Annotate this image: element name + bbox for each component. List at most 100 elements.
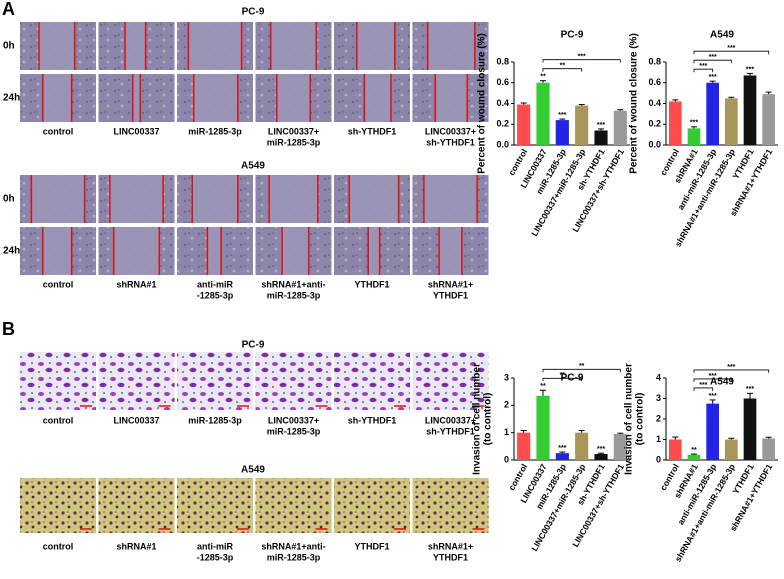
y-tick-label: 0.6 (648, 77, 661, 87)
significance: *** (597, 122, 605, 129)
bar (613, 110, 627, 145)
bar (762, 438, 776, 460)
wound-gap (109, 175, 164, 223)
y-tick-label: 1 (504, 427, 509, 437)
bracket-label: ** (560, 63, 566, 70)
bar (668, 101, 682, 145)
significance: ** (691, 447, 697, 454)
image-caption: LINC00337+ (268, 126, 319, 136)
image-caption: sh-YTHDF1 (348, 415, 397, 425)
y-axis-label: Percent of wound closure (%) (477, 33, 488, 174)
image-caption: miR-1285-3p (267, 137, 321, 147)
image-caption: miR-1285-3p (188, 126, 242, 136)
bracket (542, 59, 621, 63)
bracket (542, 68, 583, 72)
bar (706, 82, 720, 145)
panel-label: B (2, 319, 15, 339)
wound-gap (368, 227, 380, 275)
micrograph (412, 478, 489, 533)
image-group-title: A549 (241, 465, 265, 476)
image-group-title: PC-9 (242, 7, 265, 18)
significance: *** (746, 66, 754, 73)
wound-gap (42, 74, 72, 122)
y-tick-label: 3 (656, 393, 661, 403)
significance: ** (540, 383, 546, 390)
micrograph (177, 352, 253, 410)
chart-title: A549 (710, 377, 734, 388)
wound-gap (188, 22, 242, 70)
image-caption: -1285-3p (197, 552, 234, 562)
image-caption: shRNA#1+ (428, 279, 473, 289)
row-label: 24h (3, 246, 20, 257)
y-tick-label: 0.0 (496, 139, 509, 149)
wound-gap (270, 22, 317, 70)
bar (668, 439, 682, 460)
row-label: 24h (3, 93, 20, 104)
micrograph (98, 478, 175, 533)
image-caption: anti-miR (197, 279, 234, 289)
bar (555, 120, 569, 145)
bar (594, 453, 608, 460)
significance: *** (709, 393, 717, 400)
bar (687, 128, 701, 145)
bracket-label: *** (727, 364, 735, 371)
y-tick-label: 3 (504, 372, 509, 382)
bracket (542, 368, 621, 373)
image-caption: shRNA#1 (116, 541, 156, 551)
y-axis-label: Percent of wound closure (%) (629, 33, 640, 174)
bar (517, 104, 531, 145)
image-caption: miR-1285-3p (267, 426, 321, 436)
image-caption: shRNA#1 (116, 279, 156, 289)
wound-gap (125, 22, 146, 70)
significance: *** (597, 446, 605, 453)
image-caption: LINC00337+ (268, 415, 319, 425)
y-tick-label: 0.2 (496, 119, 509, 129)
y-axis-label: Invasion of cell number (624, 363, 635, 475)
y-tick-label: 0 (656, 454, 661, 464)
significance: *** (558, 445, 566, 452)
image-caption: LINC00337 (113, 126, 159, 136)
image-caption: sh-YTHDF1 (426, 426, 475, 436)
bar (536, 82, 550, 145)
image-caption: shRNA#1+anti- (261, 279, 325, 289)
wound-gap (207, 227, 222, 275)
bar (706, 403, 720, 460)
image-group-title: PC-9 (242, 340, 265, 351)
bracket-label: *** (699, 63, 707, 70)
image-caption: control (43, 279, 74, 289)
image-caption: sh-YTHDF1 (348, 126, 397, 136)
bar (575, 432, 589, 460)
image-caption: LINC00337+ (425, 415, 476, 425)
bracket (693, 387, 714, 391)
image-caption: shRNA#1+ (428, 541, 473, 551)
bracket (693, 68, 714, 73)
micrograph (98, 352, 175, 410)
micrograph (177, 478, 253, 533)
image-caption: control (43, 415, 74, 425)
bracket (693, 369, 770, 373)
row-label: 0h (3, 41, 15, 52)
bracket (693, 378, 732, 382)
y-tick-label: 0.2 (648, 119, 661, 129)
wound-gap (282, 227, 309, 275)
bar (517, 432, 531, 460)
wound-gap (42, 227, 72, 275)
wound-gap (193, 74, 238, 122)
panel-label: A (2, 0, 15, 19)
image-caption: shRNA#1+anti- (261, 541, 325, 551)
micrograph (255, 352, 332, 410)
chart-title: PC-9 (561, 30, 584, 41)
y-tick-label: 2 (504, 400, 509, 410)
wound-gap (356, 22, 395, 70)
significance: *** (558, 112, 566, 119)
image-caption: YTHDF1 (354, 279, 389, 289)
wound-gap (31, 175, 85, 223)
micrograph (255, 478, 332, 533)
y-tick-label: 0.4 (496, 98, 509, 108)
bracket (693, 50, 770, 55)
bar (743, 398, 757, 460)
y-tick-label: 2 (656, 413, 661, 423)
y-tick-label: 1 (656, 434, 661, 444)
image-caption: LINC00337 (113, 415, 159, 425)
